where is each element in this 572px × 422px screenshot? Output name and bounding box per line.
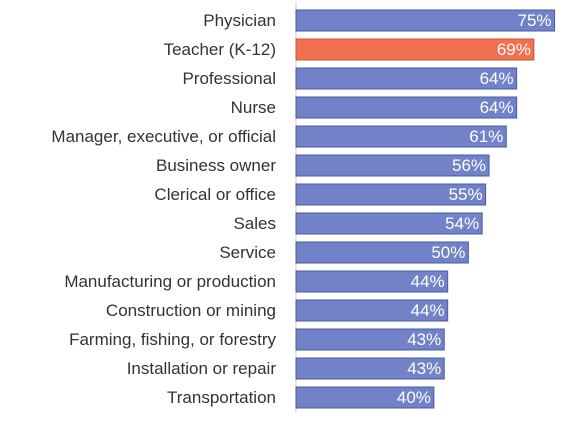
category-label-5: Business owner [156, 156, 276, 175]
value-labels-group: 75% 69% 64% 64% 61% 56% 55% 54% 50% 44% 44% 43% 43% 4… [397, 11, 552, 407]
bar-10 [295, 299, 449, 322]
bar-5 [295, 154, 490, 177]
value-label-11: 43% [407, 330, 441, 349]
value-label-8: 50% [431, 243, 465, 262]
value-label-13: 40% [397, 388, 431, 407]
category-labels-group: Physician Teacher (K-12) Professional Nurse… [51, 11, 276, 407]
category-label-13: Transportation [167, 388, 276, 407]
category-label-12: Installation or repair [127, 359, 277, 378]
value-label-4: 61% [469, 127, 503, 146]
bar-12 [295, 357, 445, 380]
value-label-12: 43% [407, 359, 441, 378]
bar-6 [295, 183, 487, 206]
bar-8 [295, 241, 469, 264]
category-label-1: Teacher (K-12) [164, 40, 276, 59]
value-label-1: 69% [497, 40, 531, 59]
bar-0 [295, 9, 556, 32]
bar-4 [295, 125, 507, 148]
bar-3 [295, 96, 518, 119]
value-label-2: 64% [480, 69, 514, 88]
value-label-5: 56% [452, 156, 486, 175]
category-label-6: Clerical or office [154, 185, 276, 204]
category-label-2: Professional [182, 69, 276, 88]
category-label-9: Manufacturing or production [64, 272, 276, 291]
category-label-0: Physician [203, 11, 276, 30]
bar-13 [295, 386, 435, 409]
value-label-10: 44% [411, 301, 445, 320]
bars-group [295, 9, 556, 409]
category-label-8: Service [219, 243, 276, 262]
category-label-10: Construction or mining [106, 301, 276, 320]
bar-11 [295, 328, 445, 351]
value-label-7: 54% [445, 214, 479, 233]
value-label-9: 44% [411, 272, 445, 291]
category-label-4: Manager, executive, or official [51, 127, 276, 146]
value-label-3: 64% [480, 98, 514, 117]
category-label-11: Farming, fishing, or forestry [69, 330, 276, 349]
category-label-3: Nurse [231, 98, 276, 117]
bar-9 [295, 270, 449, 293]
value-label-6: 55% [449, 185, 483, 204]
category-label-7: Sales [233, 214, 276, 233]
bar-2 [295, 67, 518, 90]
value-label-0: 75% [518, 11, 552, 30]
bar-7 [295, 212, 483, 235]
bar-1 [295, 38, 535, 61]
